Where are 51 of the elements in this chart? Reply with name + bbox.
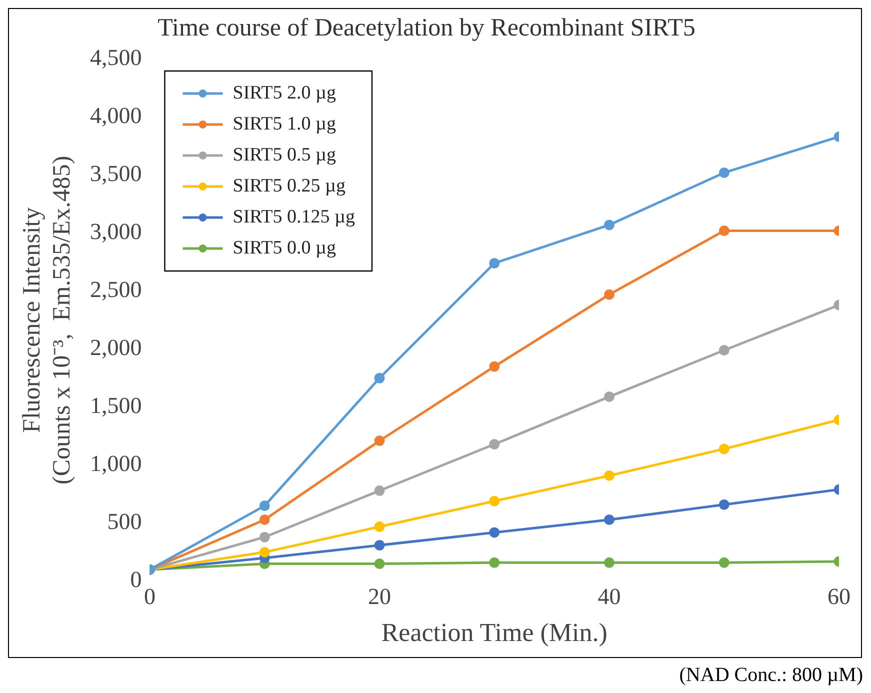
y-tick-label: 500	[107, 509, 142, 534]
point	[604, 289, 614, 300]
point	[604, 557, 614, 568]
point	[259, 500, 270, 512]
point	[259, 546, 270, 558]
chart-title: Time course of Deacetylation by Recombinant SIRT5	[158, 14, 696, 42]
legend-label: SIRT5 0.125 µg	[232, 206, 356, 228]
y-tick-label: 3,500	[90, 161, 142, 186]
point	[604, 514, 614, 525]
point	[718, 345, 730, 356]
text: (NAD Conc.: 800 µM)	[678, 664, 863, 687]
y-tick-label: 1,000	[90, 451, 142, 476]
point	[489, 527, 500, 538]
point	[604, 470, 614, 481]
point	[604, 220, 614, 230]
point	[374, 521, 385, 532]
y-tick-label: 4,500	[90, 45, 142, 70]
y-tick-label: 2,500	[90, 277, 142, 302]
point	[718, 444, 730, 454]
legend-label: SIRT5 0.0 µg	[232, 237, 336, 258]
point	[718, 557, 730, 568]
point	[374, 436, 385, 446]
y-tick-label: 0	[130, 567, 142, 592]
y-tick-label: 3,000	[90, 219, 142, 244]
point	[259, 532, 270, 542]
legend-label: SIRT5 1.0 µg	[232, 113, 336, 134]
x-axis-title: Reaction Time (Min.)	[381, 618, 608, 648]
point	[374, 558, 385, 570]
point	[374, 485, 385, 496]
y-tick-label: 2,000	[90, 335, 142, 360]
point	[489, 361, 500, 372]
point	[374, 372, 385, 384]
x-tick-label: 60	[828, 584, 850, 610]
point	[718, 167, 730, 178]
x-tick-label: 20	[368, 584, 391, 610]
legend-label: SIRT5 0.5 µg	[232, 144, 336, 166]
y-axis-title: Fluorescence Intensity (Counts x 10⁻³, Em.535/Ex.485)	[18, 156, 76, 484]
y-tick-label: 4,000	[90, 103, 142, 128]
legend-label: SIRT5 0.25 µg	[232, 175, 346, 196]
point	[489, 496, 500, 506]
point	[718, 225, 730, 236]
point	[489, 557, 500, 568]
point	[374, 540, 385, 550]
point	[489, 439, 500, 450]
x-tick-label: 40	[598, 584, 621, 610]
point	[259, 514, 270, 525]
point	[718, 499, 730, 510]
point	[604, 391, 614, 402]
y-tick-label: 1,500	[90, 393, 142, 418]
legend-label: SIRT5 2.0 µg	[232, 82, 336, 104]
point	[489, 258, 500, 268]
